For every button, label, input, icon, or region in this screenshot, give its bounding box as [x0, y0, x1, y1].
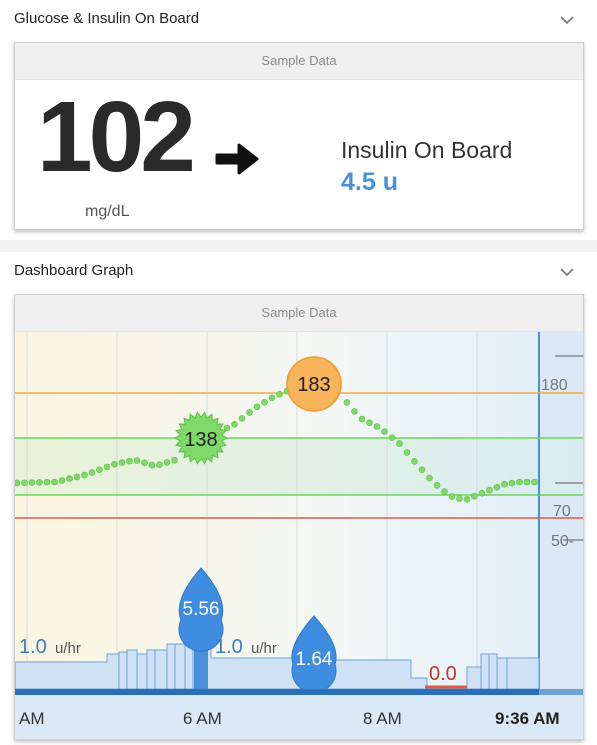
glucose-reading-dot [366, 419, 373, 427]
glucose-bubble-138-label: 138 [184, 429, 217, 451]
glucose-reading-dot [448, 493, 456, 500]
chevron-down-icon[interactable] [559, 12, 575, 28]
glucose-reading-dot [156, 461, 163, 468]
glucose-reading-dot [66, 475, 73, 482]
glucose-reading-dot [426, 474, 433, 482]
y-label-180: 180 [541, 377, 568, 394]
dashboard-graph[interactable]: 180 70 50- 138 183 [15, 332, 583, 739]
glucose-reading-dot [261, 399, 268, 406]
glucose-reading-dot [471, 492, 478, 500]
glucose-reading-dot [276, 390, 283, 398]
glucose-reading-dot [28, 479, 36, 486]
glucose-reading-dot [51, 478, 58, 486]
x-label-now: 9:36 AM [495, 709, 560, 728]
glucose-reading-dot [388, 434, 396, 441]
glucose-reading-dot [246, 409, 253, 416]
glucose-reading-dot [418, 466, 426, 474]
sample-data-banner: Sample Data [15, 295, 583, 332]
glucose-reading-dot [463, 495, 471, 503]
glucose-reading-dot [396, 440, 403, 447]
glucose-reading-dot [111, 460, 118, 468]
glucose-reading-dot [433, 482, 441, 489]
glucose-reading-dot [253, 403, 261, 411]
glucose-reading-dot [411, 458, 418, 465]
glucose-unit: mg/dL [85, 203, 130, 220]
glucose-reading-dot [231, 421, 238, 428]
graph-card: Sample Data [14, 294, 584, 740]
glucose-reading-dot [163, 459, 171, 466]
glucose-card: Sample Data 102 mg/dL Insulin On Board 4… [14, 42, 584, 230]
glucose-reading-dot [343, 399, 351, 406]
bolus-5.56-label: 5.56 [183, 599, 220, 620]
glucose-reading-dot [103, 463, 111, 471]
glucose-reading-dot [478, 489, 486, 497]
graph-section: Dashboard Graph Sample Data [0, 252, 597, 745]
basal-unit-label: u/hr [55, 640, 81, 657]
glucose-bubble-183-label: 183 [297, 374, 330, 396]
glucose-reading-dot [73, 473, 81, 481]
basal-rate-label: 1.0 [19, 636, 47, 658]
arrow-right-icon [215, 143, 259, 175]
graph-section-title: Dashboard Graph [14, 262, 134, 279]
glucose-reading-dot [81, 471, 88, 479]
basal-unit-label: u/hr [251, 640, 277, 657]
insulin-strip [15, 689, 539, 695]
y-label-50: 50- [551, 533, 574, 550]
insulin-on-board-value: 4.5 u [341, 168, 398, 196]
glucose-reading-dot [403, 449, 411, 456]
glucose-reading-dot [373, 423, 381, 430]
glucose-section: Glucose & Insulin On Board Sample Data 1… [0, 0, 597, 240]
basal-rate-label: 1.0 [215, 636, 243, 658]
glucose-reading-dot [36, 479, 43, 486]
glucose-reading-dot [141, 459, 148, 467]
glucose-reading-dot [508, 479, 516, 487]
glucose-reading-dot [238, 415, 246, 422]
glucose-reading-dot [441, 488, 448, 495]
chevron-down-icon[interactable] [559, 264, 575, 280]
y-label-70: 70 [553, 503, 571, 520]
glucose-value: 102 [37, 81, 196, 193]
x-label-8am: 8 AM [363, 709, 402, 728]
glucose-reading-dot [516, 478, 523, 486]
bolus-1.64[interactable]: 1.64 [291, 615, 337, 694]
insulin-on-board-label: Insulin On Board [341, 137, 513, 163]
glucose-trace [15, 387, 538, 503]
sample-data-banner: Sample Data [15, 43, 583, 80]
glucose-reading-dot [133, 457, 141, 464]
glucose-reading-dot [486, 486, 493, 494]
glucose-reading-dot [15, 479, 21, 487]
glucose-reading-dot [223, 424, 231, 432]
temp-basal-bars [118, 642, 508, 689]
glucose-reading-dot [523, 478, 531, 486]
x-label-6am: 6 AM [183, 709, 222, 728]
glucose-reading-dot [88, 469, 96, 476]
x-label-am: AM [19, 709, 45, 728]
glucose-reading-dot [381, 428, 388, 435]
glucose-reading-dot [126, 457, 133, 465]
glucose-section-title: Glucose & Insulin On Board [14, 10, 200, 27]
glucose-reading-dot [358, 415, 366, 423]
glucose-reading-dot [96, 466, 103, 473]
bolus-1.64-label: 1.64 [296, 649, 333, 670]
glucose-reading-dot [268, 394, 276, 402]
glucose-reading-dot [531, 478, 538, 486]
glucose-reading-dot [148, 461, 156, 469]
glucose-reading-dot [118, 459, 126, 466]
glucose-reading-dot [351, 408, 358, 415]
bolus-5.56[interactable]: 5.56 [178, 567, 224, 689]
glucose-reading-dot [21, 479, 28, 487]
glucose-reading-dot [43, 478, 51, 486]
suspend-basal-label: 0.0 [429, 663, 457, 685]
glucose-reading-dot [58, 477, 66, 484]
glucose-reading-dot [456, 495, 463, 502]
glucose-reading-dot [493, 483, 501, 491]
glucose-bubble-183[interactable]: 183 [286, 356, 342, 412]
glucose-reading-dot [171, 456, 178, 464]
glucose-reading-dot [501, 480, 508, 488]
glucose-bubble-138[interactable]: 138 [173, 411, 229, 465]
